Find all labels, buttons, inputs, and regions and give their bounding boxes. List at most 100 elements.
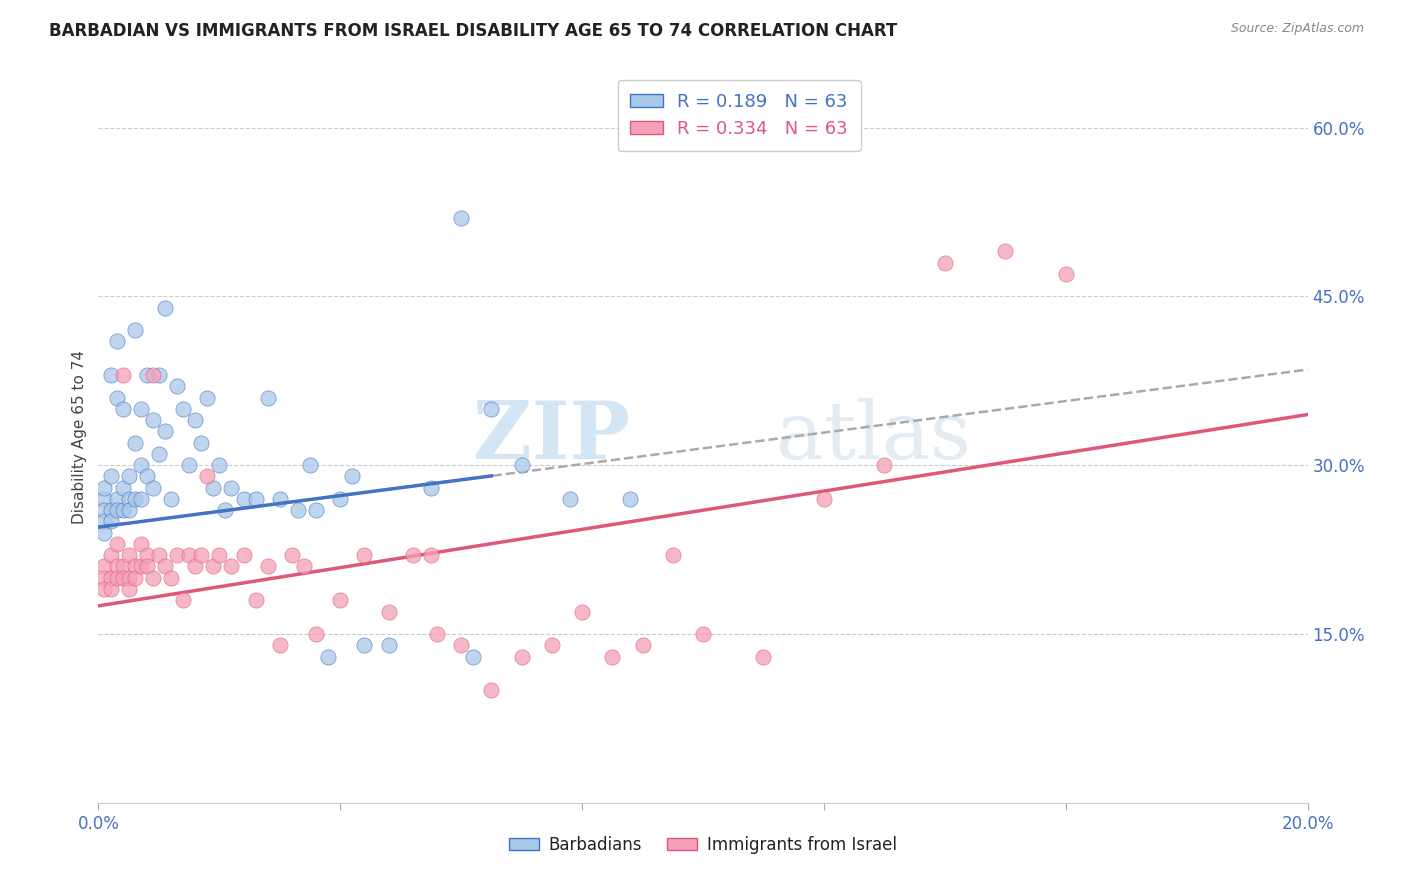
Point [105, 537, 128, 551]
Point [93, 491, 115, 506]
Point [105, 571, 128, 585]
Point [342, 469, 364, 483]
Point [135, 548, 157, 562]
Point [100, 368, 122, 383]
Point [93, 571, 115, 585]
Point [124, 323, 146, 337]
Point [305, 503, 328, 517]
Point [426, 627, 449, 641]
Point [129, 537, 152, 551]
Point [93, 503, 115, 517]
Point [463, 649, 485, 664]
Point [153, 301, 176, 315]
Point [111, 503, 134, 517]
Point [208, 458, 231, 473]
Point [153, 425, 176, 439]
Point [129, 559, 152, 574]
Point [195, 469, 218, 483]
Point [160, 571, 183, 585]
Point [184, 413, 207, 427]
Point [118, 582, 141, 596]
Text: BARBADIAN VS IMMIGRANTS FROM ISRAEL DISABILITY AGE 65 TO 74 CORRELATION CHART: BARBADIAN VS IMMIGRANTS FROM ISRAEL DISA… [49, 22, 897, 40]
Point [148, 447, 170, 461]
Point [179, 548, 201, 562]
Point [316, 649, 339, 664]
Point [111, 481, 134, 495]
Point [105, 491, 128, 506]
Point [148, 368, 170, 383]
Point [124, 435, 146, 450]
Point [202, 559, 225, 574]
Point [124, 571, 146, 585]
Point [232, 548, 254, 562]
Point [124, 559, 146, 574]
Point [118, 469, 141, 483]
Point [208, 548, 231, 562]
Point [190, 548, 212, 562]
Point [135, 469, 157, 483]
Point [214, 503, 236, 517]
Point [100, 469, 122, 483]
Point [752, 649, 775, 664]
Point [245, 593, 267, 607]
Point [93, 515, 115, 529]
Point [287, 503, 309, 517]
Point [190, 435, 212, 450]
Point [179, 458, 201, 473]
Point [281, 548, 304, 562]
Point [142, 571, 165, 585]
Point [420, 481, 443, 495]
Point [93, 582, 115, 596]
Point [135, 368, 157, 383]
Point [118, 503, 141, 517]
Point [873, 458, 896, 473]
Y-axis label: Disability Age 65 to 74: Disability Age 65 to 74 [72, 350, 87, 524]
Point [111, 368, 134, 383]
Point [172, 401, 194, 416]
Point [153, 559, 176, 574]
Point [353, 548, 375, 562]
Point [402, 548, 425, 562]
Point [129, 458, 152, 473]
Point [93, 559, 115, 574]
Point [100, 548, 122, 562]
Point [221, 481, 243, 495]
Legend: Barbadians, Immigrants from Israel: Barbadians, Immigrants from Israel [502, 829, 904, 860]
Point [329, 491, 352, 506]
Point [93, 525, 115, 540]
Point [142, 481, 165, 495]
Point [571, 605, 593, 619]
Point [160, 491, 183, 506]
Point [100, 571, 122, 585]
Point [510, 649, 533, 664]
Point [118, 548, 141, 562]
Point [256, 391, 278, 405]
Text: atlas: atlas [776, 398, 970, 476]
Point [305, 627, 328, 641]
Point [481, 401, 503, 416]
Text: ZIP: ZIP [474, 398, 630, 476]
Point [619, 491, 641, 506]
Point [661, 548, 683, 562]
Point [129, 401, 152, 416]
Point [105, 503, 128, 517]
Point [202, 481, 225, 495]
Point [184, 559, 207, 574]
Point [692, 627, 714, 641]
Point [540, 638, 562, 652]
Point [111, 559, 134, 574]
Point [93, 481, 115, 495]
Point [124, 491, 146, 506]
Point [994, 244, 1017, 259]
Point [135, 559, 157, 574]
Point [105, 391, 128, 405]
Point [118, 491, 141, 506]
Point [353, 638, 375, 652]
Point [602, 649, 624, 664]
Point [269, 638, 291, 652]
Point [420, 548, 443, 562]
Point [111, 571, 134, 585]
Point [256, 559, 278, 574]
Point [105, 559, 128, 574]
Point [813, 491, 835, 506]
